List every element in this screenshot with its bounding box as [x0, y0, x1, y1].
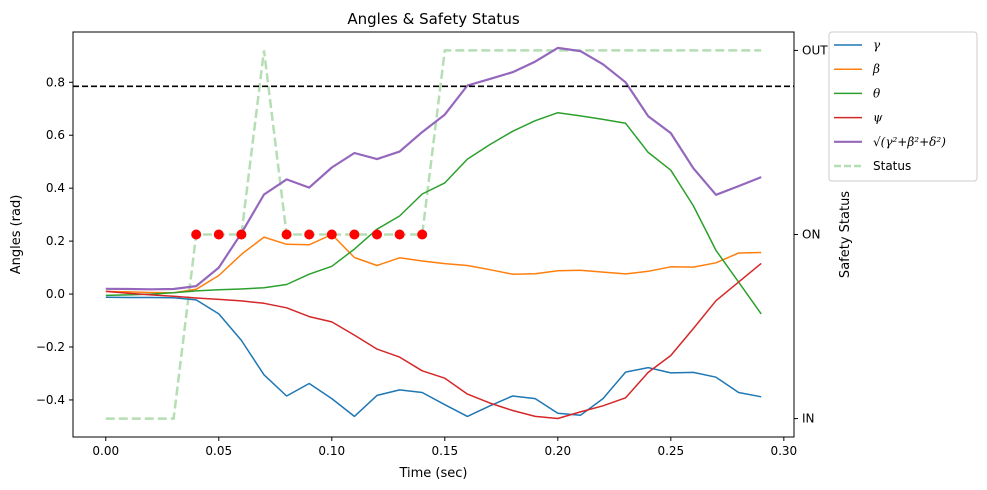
series-line-1	[105, 296, 762, 418]
marker-point-6	[326, 229, 337, 240]
marker-layer	[191, 229, 428, 240]
marker-point-7	[349, 229, 360, 240]
marker-point-10	[417, 229, 428, 240]
marker-point-3	[236, 229, 247, 240]
series-line-status	[105, 49, 762, 420]
y-tick-label: 0.8	[46, 75, 65, 89]
y-tick-label: 0.2	[46, 234, 65, 248]
marker-point-5	[304, 229, 315, 240]
y-axis: −0.4 −0.2 0.0 0.2 0.4 0.6 0.8	[36, 75, 73, 407]
legend-label-5: √(γ²+β²+δ²)	[873, 135, 946, 149]
y-axis-label: Angles (rad)	[9, 195, 24, 275]
legend-label-6: Status	[873, 159, 911, 173]
series-line-3	[105, 111, 762, 315]
y2-tick-label: ON	[802, 228, 820, 242]
x-tick-label: 0.20	[544, 444, 571, 458]
y2-axis-label: Safety Status	[838, 191, 853, 278]
x-tick-label: 0.10	[318, 444, 345, 458]
y-tick-label: 0.6	[46, 128, 65, 142]
series-line-2	[105, 233, 762, 294]
y2-axis: IN ON OUT	[794, 43, 828, 426]
angle-series-layer	[105, 46, 762, 420]
legend-label-4: ψ	[873, 111, 883, 125]
y-tick-label: 0.0	[46, 287, 65, 301]
marker-point-4	[281, 229, 292, 240]
legend-label-2: β	[872, 62, 880, 76]
y-tick-label: −0.4	[36, 393, 65, 407]
x-tick-label: 0.05	[205, 444, 232, 458]
x-axis-label: Time (sec)	[398, 466, 467, 481]
x-tick-label: 0.25	[657, 444, 684, 458]
y-tick-label: 0.4	[46, 181, 65, 195]
marker-point-2	[213, 229, 224, 240]
marker-point-1	[191, 229, 202, 240]
legend-label-1: γ	[873, 38, 881, 52]
series-line-5	[105, 46, 762, 291]
y-tick-label: −0.2	[36, 340, 65, 354]
legend-box	[828, 31, 978, 182]
chart-title: Angles & Safety Status	[347, 10, 519, 28]
x-tick-label: 0.30	[770, 444, 797, 458]
status-series-layer	[105, 49, 762, 420]
y2-tick-label: IN	[802, 412, 815, 426]
marker-point-8	[371, 229, 382, 240]
y2-tick-label: OUT	[802, 43, 828, 57]
legend-label-3: θ	[873, 86, 881, 100]
series-line-4	[105, 262, 762, 420]
marker-point-9	[394, 229, 405, 240]
x-tick-label: 0.00	[92, 444, 119, 458]
x-axis: 0.00 0.05 0.10 0.15 0.20 0.25 0.30	[92, 437, 797, 458]
plot-frame	[72, 31, 795, 438]
x-tick-label: 0.15	[431, 444, 458, 458]
